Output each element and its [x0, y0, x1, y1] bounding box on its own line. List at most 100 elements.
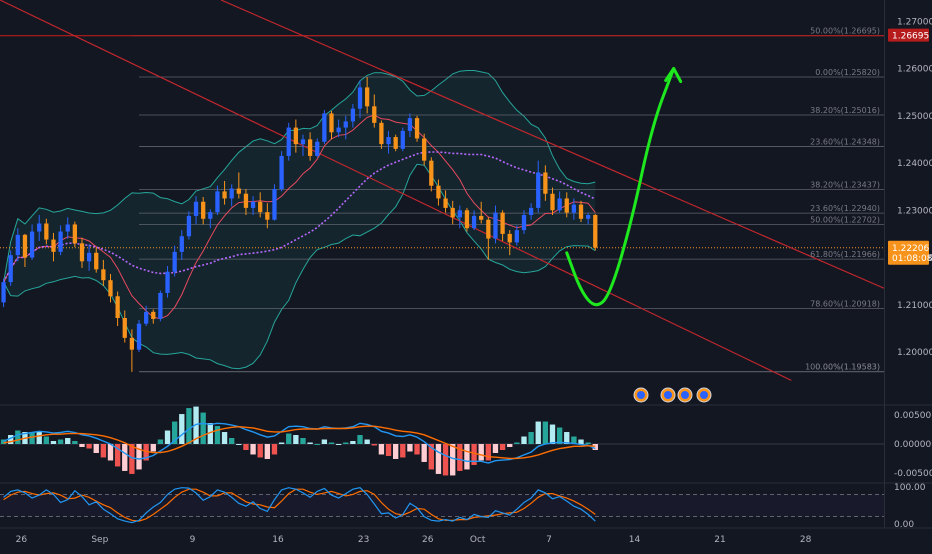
price-candle[interactable] — [300, 134, 306, 156]
price-candle[interactable] — [151, 309, 156, 324]
price-candle[interactable] — [400, 127, 405, 152]
price-candle[interactable] — [528, 203, 534, 220]
price-candle[interactable] — [65, 217, 70, 239]
price-candle[interactable] — [279, 151, 284, 192]
price-candle[interactable] — [243, 189, 249, 215]
price-candle[interactable] — [571, 198, 577, 220]
price-candle[interactable] — [293, 119, 298, 153]
macd-histogram-bar — [107, 444, 114, 461]
event-flag-icon[interactable] — [633, 387, 649, 403]
channel-line[interactable] — [0, 0, 792, 381]
price-candle[interactable] — [436, 179, 441, 206]
price-candle[interactable] — [315, 138, 320, 158]
price-candle[interactable] — [550, 187, 555, 215]
price-candle[interactable] — [464, 207, 470, 232]
price-candle[interactable] — [507, 230, 512, 256]
price-candle[interactable] — [500, 210, 505, 241]
price-candle[interactable] — [165, 266, 170, 298]
price-candle[interactable] — [379, 120, 384, 149]
price-candle[interactable] — [186, 211, 192, 240]
price-candle[interactable] — [179, 230, 184, 260]
price-candle[interactable] — [44, 218, 49, 245]
macd-pane[interactable] — [0, 406, 884, 476]
price-candle[interactable] — [457, 205, 462, 229]
price-candle[interactable] — [486, 217, 491, 260]
price-candle[interactable] — [115, 291, 120, 327]
price-candle[interactable] — [536, 160, 541, 213]
price-candle[interactable] — [586, 212, 591, 225]
price-candle[interactable] — [101, 259, 106, 286]
price-candle[interactable] — [1, 278, 6, 308]
price-candle[interactable] — [578, 200, 584, 223]
price-candle[interactable] — [593, 214, 598, 251]
price-candle[interactable] — [407, 113, 413, 138]
price-candle[interactable] — [37, 214, 42, 241]
stochastic-pane[interactable] — [0, 487, 884, 524]
price-pane[interactable]: 50.00%(1.26695) 0.00%(1.25820) 38.20%(1.25… — [0, 0, 884, 381]
price-candle[interactable] — [372, 94, 377, 128]
us-flag-icon[interactable] — [677, 387, 693, 403]
price-candle[interactable] — [450, 200, 455, 225]
price-candle[interactable] — [265, 203, 270, 229]
price-candle[interactable] — [365, 77, 370, 114]
price-candle[interactable] — [493, 205, 498, 244]
price-candle[interactable] — [51, 232, 56, 262]
price-candle[interactable] — [272, 184, 277, 221]
price-candle[interactable] — [15, 228, 20, 262]
price-candle[interactable] — [8, 250, 13, 286]
candle-body — [443, 198, 448, 208]
price-candle[interactable] — [336, 119, 341, 138]
price-candle[interactable] — [422, 133, 427, 166]
price-candle[interactable] — [329, 111, 334, 140]
price-candle[interactable] — [144, 305, 149, 327]
price-candle[interactable] — [222, 180, 227, 205]
price-candle[interactable] — [236, 172, 241, 199]
price-candle[interactable] — [564, 192, 569, 218]
price-candle[interactable] — [108, 274, 113, 303]
price-candle[interactable] — [350, 103, 356, 128]
macd-histogram-bar — [450, 444, 456, 476]
price-candle[interactable] — [343, 115, 348, 140]
price-candle[interactable] — [229, 184, 234, 207]
price-candle[interactable] — [479, 201, 484, 224]
price-candle[interactable] — [58, 225, 63, 256]
price-candle[interactable] — [258, 192, 263, 218]
price-candle[interactable] — [357, 80, 363, 119]
price-candle[interactable] — [250, 196, 256, 215]
price-candle[interactable] — [172, 245, 177, 277]
stochastic-axis-tick: 0.00 — [894, 520, 914, 530]
price-candle[interactable] — [443, 190, 448, 213]
price-candle[interactable] — [22, 233, 28, 267]
price-candle[interactable] — [514, 225, 519, 246]
price-candle[interactable] — [79, 237, 85, 268]
price-candle[interactable] — [122, 310, 127, 343]
price-candle[interactable] — [215, 185, 220, 215]
price-candle[interactable] — [136, 319, 142, 353]
price-candle[interactable] — [29, 224, 35, 260]
earnings-icon[interactable] — [696, 387, 712, 403]
price-candle[interactable] — [429, 157, 434, 192]
price-candle[interactable] — [543, 165, 548, 201]
price-candle[interactable] — [201, 197, 206, 225]
price-candle[interactable] — [193, 196, 199, 225]
price-candle[interactable] — [557, 191, 562, 213]
price-candle[interactable] — [386, 130, 391, 154]
channel-line[interactable] — [220, 0, 884, 289]
projection-arrow-curve[interactable] — [565, 67, 676, 307]
price-candle[interactable] — [94, 247, 99, 273]
price-candle[interactable] — [286, 122, 291, 161]
price-candle[interactable] — [72, 221, 77, 248]
price-candle[interactable] — [471, 210, 477, 231]
price-candle[interactable] — [322, 110, 327, 145]
price-candle[interactable] — [129, 329, 135, 372]
price-candle[interactable] — [86, 244, 92, 271]
price-candle[interactable] — [414, 115, 420, 142]
price-candle[interactable] — [393, 134, 398, 152]
price-candle[interactable] — [521, 210, 527, 234]
price-candle[interactable] — [158, 290, 163, 322]
price-candle[interactable] — [307, 132, 313, 161]
us-flag-icon[interactable] — [660, 387, 676, 403]
price-candle[interactable] — [208, 209, 213, 229]
